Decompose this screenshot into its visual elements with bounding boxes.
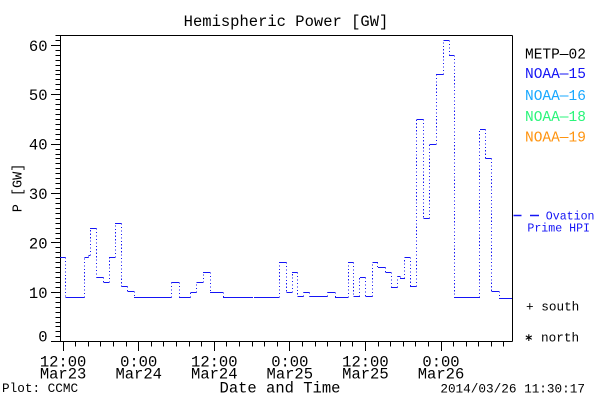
- svg-text:30: 30: [29, 186, 48, 204]
- svg-text:50: 50: [29, 87, 48, 105]
- svg-text:Plot: CCMC: Plot: CCMC: [2, 381, 79, 396]
- svg-text:Mar24: Mar24: [115, 366, 162, 384]
- svg-text:Mar25: Mar25: [267, 366, 314, 384]
- svg-text:Date and Time: Date and Time: [220, 380, 341, 398]
- svg-text:Ovation: Ovation: [546, 211, 595, 224]
- svg-text:0:00: 0:00: [271, 354, 308, 372]
- svg-text:Mar23: Mar23: [40, 366, 87, 384]
- svg-text:40: 40: [29, 137, 48, 155]
- svg-text:NOAA—18: NOAA—18: [525, 110, 586, 126]
- svg-text:NOAA—16: NOAA—16: [525, 89, 586, 105]
- svg-text:12:00: 12:00: [191, 354, 238, 372]
- svg-text:0:00: 0:00: [422, 354, 459, 372]
- svg-text:+ south: + south: [526, 300, 579, 315]
- svg-text:60: 60: [29, 38, 48, 56]
- svg-text:Hemispheric Power [GW]: Hemispheric Power [GW]: [184, 13, 389, 31]
- svg-text:12:00: 12:00: [40, 354, 87, 372]
- svg-text:NOAA—15: NOAA—15: [525, 67, 586, 83]
- svg-text:P [GW]: P [GW]: [12, 164, 27, 213]
- svg-text:0:00: 0:00: [120, 354, 157, 372]
- svg-text:2014/03/26 11:30:17: 2014/03/26 11:30:17: [440, 382, 585, 397]
- svg-text:20: 20: [29, 236, 48, 254]
- svg-text:north: north: [541, 331, 579, 346]
- svg-text:0: 0: [38, 329, 47, 347]
- svg-text:Prime HPI: Prime HPI: [527, 223, 590, 236]
- svg-text:12:00: 12:00: [342, 354, 389, 372]
- svg-text:Mar25: Mar25: [342, 366, 389, 384]
- svg-text:NOAA—19: NOAA—19: [525, 131, 586, 147]
- svg-text:10: 10: [29, 285, 48, 303]
- svg-text:Mar24: Mar24: [191, 366, 238, 384]
- svg-text:Mar26: Mar26: [418, 366, 465, 384]
- svg-text:METP—02: METP—02: [525, 48, 586, 64]
